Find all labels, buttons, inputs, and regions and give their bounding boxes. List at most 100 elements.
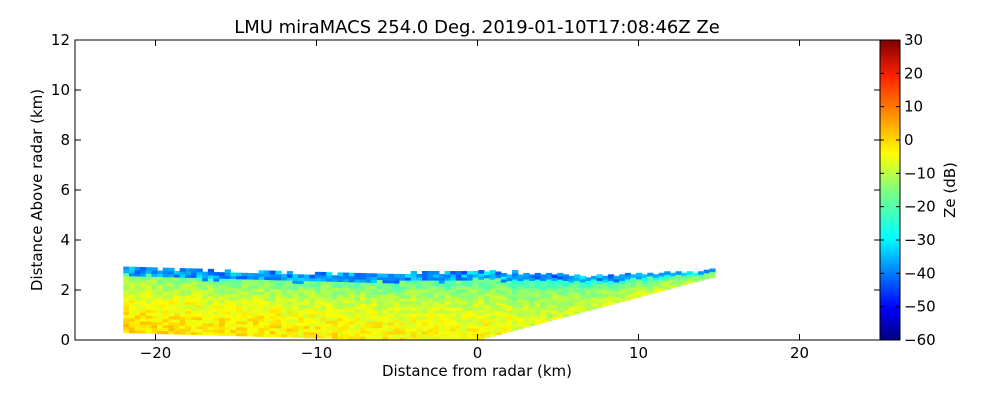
echo-cell <box>202 271 209 276</box>
echo-cell <box>461 298 468 302</box>
echo-cell <box>512 308 519 313</box>
echo-cell <box>545 281 553 286</box>
echo-cell <box>489 270 496 274</box>
echo-cell <box>269 297 277 302</box>
echo-cell <box>472 316 479 320</box>
echo-cell <box>258 297 265 301</box>
echo-cell <box>314 313 322 318</box>
echo-cell <box>658 278 665 283</box>
echo-cell <box>179 307 186 311</box>
echo-cell <box>224 278 231 282</box>
echo-cell <box>236 287 243 292</box>
echo-cell <box>354 308 361 313</box>
echo-cell <box>568 296 575 301</box>
echo-cell <box>540 280 547 285</box>
echo-cell <box>343 335 350 340</box>
echo-cell <box>252 297 260 301</box>
echo-cell <box>421 328 429 332</box>
echo-cell <box>421 295 429 299</box>
echo-cell <box>517 325 524 330</box>
echo-cell <box>275 318 282 323</box>
echo-cell <box>207 271 215 276</box>
echo-cell <box>399 277 406 281</box>
echo-cell <box>478 330 485 334</box>
echo-cell <box>207 295 215 300</box>
echo-cell <box>140 324 147 328</box>
echo-cell <box>529 304 536 309</box>
echo-cell <box>495 274 502 279</box>
echo-cell <box>297 304 305 308</box>
echo-cell <box>382 291 389 296</box>
y-tick-label: 10 <box>51 81 70 99</box>
echo-cell <box>405 310 412 314</box>
echo-cell <box>506 325 513 330</box>
echo-cell <box>275 300 282 305</box>
echo-cell <box>399 334 406 338</box>
echo-cell <box>489 297 496 301</box>
echo-cell <box>512 299 519 304</box>
echo-cell <box>427 301 434 305</box>
echo-cell <box>275 276 282 281</box>
echo-cell <box>202 316 209 321</box>
echo-cell <box>281 276 288 281</box>
echo-cell <box>213 278 220 282</box>
echo-cell <box>652 277 660 281</box>
echo-cell <box>297 310 305 314</box>
echo-cell <box>343 290 350 295</box>
echo-cell <box>433 316 440 320</box>
echo-cell <box>359 318 367 322</box>
echo-cell <box>326 314 333 318</box>
echo-cell <box>652 274 660 278</box>
echo-cell <box>472 289 479 293</box>
echo-cell <box>562 289 570 293</box>
echo-cell <box>489 288 496 292</box>
echo-cell <box>179 283 186 287</box>
echo-cell <box>506 295 513 300</box>
echo-cell <box>393 309 401 314</box>
echo-cell <box>467 292 474 296</box>
echo-cell <box>416 289 423 293</box>
echo-cell <box>354 332 361 337</box>
echo-cell <box>258 315 265 319</box>
echo-cell <box>314 277 322 282</box>
echo-cell <box>371 324 378 328</box>
echo-cell <box>410 304 417 308</box>
echo-cell <box>213 284 220 288</box>
echo-cell <box>320 271 327 276</box>
echo-cell <box>275 297 282 302</box>
echo-cell <box>410 289 417 293</box>
echo-cell <box>478 309 485 313</box>
echo-cell <box>602 290 609 295</box>
echo-cell <box>185 295 192 299</box>
echo-cell <box>275 279 282 284</box>
echo-cell <box>478 333 485 337</box>
echo-cell <box>438 313 446 317</box>
echo-cell <box>506 286 513 291</box>
colorbar-tick-label: −60 <box>904 331 936 349</box>
echo-cell <box>410 334 417 338</box>
echo-cell <box>309 328 316 333</box>
echo-cell <box>128 308 136 313</box>
echo-cell <box>585 280 592 284</box>
echo-cell <box>331 329 339 333</box>
echo-cell <box>252 279 260 283</box>
echo-cell <box>230 329 237 334</box>
echo-cell <box>427 298 434 302</box>
echo-cell <box>281 294 288 299</box>
echo-cell <box>331 323 339 327</box>
echo-cell <box>545 287 553 292</box>
echo-cell <box>444 271 451 275</box>
echo-cell <box>247 281 254 286</box>
echo-cell <box>568 311 575 316</box>
echo-cell <box>185 271 192 275</box>
echo-cell <box>348 317 355 322</box>
echo-cell <box>207 280 215 285</box>
y-tick-label: 2 <box>60 281 70 299</box>
echo-cell <box>512 326 519 331</box>
echo-cell <box>421 292 429 296</box>
echo-cell <box>495 292 502 297</box>
echo-cell <box>624 272 632 277</box>
echo-cell <box>140 267 147 271</box>
echo-cell <box>512 314 519 319</box>
